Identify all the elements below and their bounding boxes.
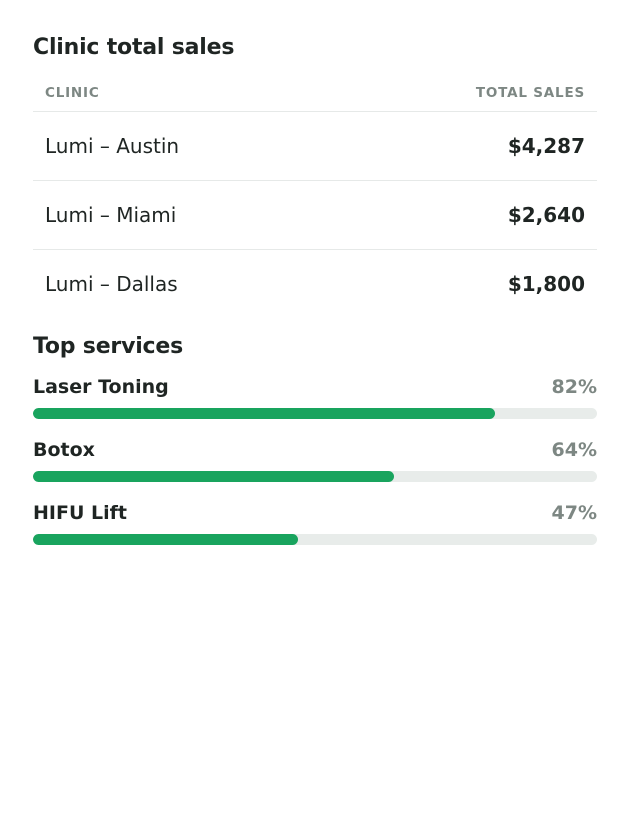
clinic-sales-title: Clinic total sales <box>33 35 235 60</box>
service-item: Botox 64% <box>33 437 597 482</box>
clinic-total-sales: $1,800 <box>507 272 585 296</box>
service-header: HIFU Lift 47% <box>33 500 597 526</box>
service-item: Laser Toning 82% <box>33 374 597 419</box>
sales-panel: Clinic total sales CLINIC TOTAL SALES Lu… <box>33 33 597 545</box>
service-percent: 47% <box>551 502 597 524</box>
clinic-name: Lumi – Dallas <box>45 272 178 296</box>
top-services-title: Top services <box>33 334 184 359</box>
table-header: CLINIC TOTAL SALES <box>33 75 597 112</box>
service-percent: 82% <box>551 376 597 398</box>
service-header: Botox 64% <box>33 437 597 463</box>
service-label: Botox <box>33 439 95 461</box>
service-label: Laser Toning <box>33 376 169 398</box>
progress-fill <box>33 471 394 482</box>
progress-fill <box>33 408 496 419</box>
progress-track <box>33 408 597 419</box>
progress-fill <box>33 534 299 545</box>
top-services-section: Top services Laser Toning 82% Botox 64% … <box>33 332 597 545</box>
table-row: Lumi – Austin $4,287 <box>33 112 597 181</box>
progress-track <box>33 534 597 545</box>
clinic-name: Lumi – Austin <box>45 134 180 158</box>
clinic-sales-table: CLINIC TOTAL SALES Lumi – Austin $4,287 … <box>33 75 597 318</box>
table-row: Lumi – Miami $2,640 <box>33 181 597 250</box>
clinic-name: Lumi – Miami <box>45 203 177 227</box>
clinic-total-sales: $2,640 <box>507 203 585 227</box>
service-label: HIFU Lift <box>33 502 127 524</box>
service-item: HIFU Lift 47% <box>33 500 597 545</box>
clinic-total-sales: $4,287 <box>507 134 585 158</box>
progress-track <box>33 471 597 482</box>
service-percent: 64% <box>551 439 597 461</box>
column-header-clinic: CLINIC <box>45 85 100 101</box>
service-header: Laser Toning 82% <box>33 374 597 400</box>
table-row: Lumi – Dallas $1,800 <box>33 250 597 318</box>
column-header-total-sales: TOTAL SALES <box>475 85 585 101</box>
